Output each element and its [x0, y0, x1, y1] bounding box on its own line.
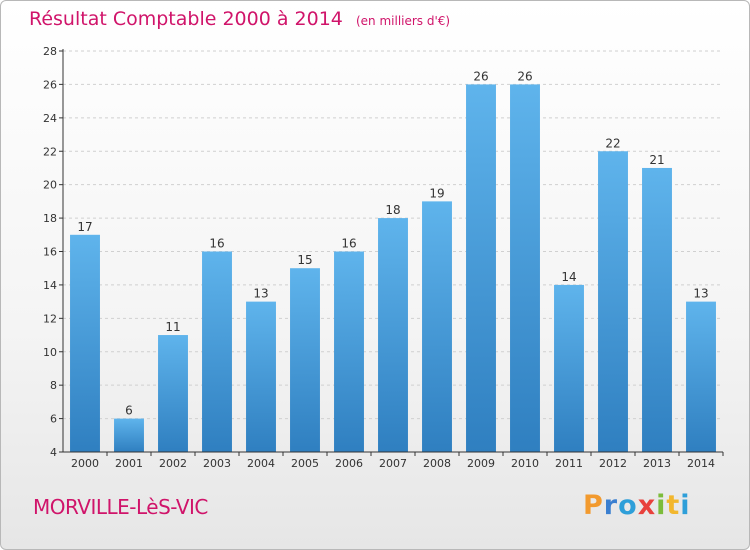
- y-tick-label: 22: [43, 145, 57, 158]
- y-tick-label: 10: [43, 346, 57, 359]
- y-tick-label: 16: [43, 246, 57, 259]
- x-tick-label-2014: 2014: [687, 457, 715, 470]
- x-tick-label-2012: 2012: [599, 457, 627, 470]
- data-label-2003: 16: [209, 237, 224, 251]
- data-label-2008: 19: [429, 186, 444, 200]
- bar-2001: [114, 418, 144, 452]
- brand-letter: i: [680, 490, 691, 521]
- y-tick-label: 6: [50, 413, 57, 426]
- y-tick-label: 4: [50, 446, 57, 459]
- brand-letter: x: [637, 490, 657, 521]
- bar-2012: [598, 151, 628, 452]
- x-tick-label-2002: 2002: [159, 457, 187, 470]
- bar-chart: 4 6 8 10 12 14 16 18 20 22 24 26 28 2000 2001 2002 2003 2…: [43, 45, 724, 470]
- x-tick-label-2003: 2003: [203, 457, 231, 470]
- data-label-2012: 22: [605, 136, 620, 150]
- data-label-2001: 6: [125, 404, 133, 418]
- y-tick-label: 14: [43, 279, 57, 292]
- chart-title-block: Résultat Comptable 2000 à 2014 (en milli…: [29, 8, 450, 30]
- y-tick-label: 12: [43, 312, 57, 325]
- y-tick-label: 18: [43, 212, 57, 225]
- x-tick-label-2001: 2001: [115, 457, 143, 470]
- bar-2007: [378, 218, 408, 452]
- data-label-2013: 21: [649, 153, 664, 167]
- x-tick-label-2011: 2011: [555, 457, 583, 470]
- data-label-2014: 13: [693, 287, 708, 301]
- y-tick-label: 24: [43, 112, 57, 125]
- x-tick-label-2006: 2006: [335, 457, 363, 470]
- data-label-2004: 13: [253, 287, 268, 301]
- bar-2006: [334, 251, 364, 452]
- data-label-2005: 15: [297, 253, 312, 267]
- x-tick-label-2007: 2007: [379, 457, 407, 470]
- y-tick-label: 26: [43, 78, 57, 91]
- data-label-2007: 18: [385, 203, 400, 217]
- x-tick-label-2000: 2000: [71, 457, 99, 470]
- x-tick-label-2005: 2005: [291, 457, 319, 470]
- bar-2004: [246, 301, 276, 452]
- bar-2005: [290, 268, 320, 452]
- data-label-2009: 26: [473, 69, 488, 83]
- bar-2008: [422, 201, 452, 452]
- x-tick-label-2004: 2004: [247, 457, 275, 470]
- data-label-2006: 16: [341, 237, 356, 251]
- brand-letter: t: [666, 490, 681, 521]
- y-tick-label: 28: [43, 45, 57, 58]
- x-tick-label-2010: 2010: [511, 457, 539, 470]
- bar-2000: [70, 234, 100, 452]
- y-tick-label: 8: [50, 379, 57, 392]
- bar-2014: [686, 301, 716, 452]
- chart-subtitle: (en milliers d'€): [355, 14, 451, 28]
- brand-letter: o: [618, 490, 638, 521]
- bar-2009: [466, 84, 496, 453]
- bar-2010: [510, 84, 540, 453]
- bar-2003: [202, 251, 232, 452]
- data-label-2011: 14: [561, 270, 576, 284]
- brand-letter: i: [656, 490, 667, 521]
- data-label-2000: 17: [77, 220, 92, 234]
- proxiti-logo: Proxiti: [583, 490, 691, 521]
- x-tick-label-2013: 2013: [643, 457, 671, 470]
- data-label-2002: 11: [165, 320, 180, 334]
- brand-letter: r: [603, 490, 619, 521]
- y-tick-label: 20: [43, 179, 57, 192]
- bar-2013: [642, 167, 672, 453]
- chart-title: Résultat Comptable 2000 à 2014: [29, 8, 343, 30]
- brand-letter: P: [583, 490, 604, 521]
- x-tick-label-2008: 2008: [423, 457, 451, 470]
- data-label-2010: 26: [517, 69, 532, 83]
- commune-name: MORVILLE-LèS-VIC: [33, 495, 208, 519]
- bar-2011: [554, 284, 584, 452]
- bar-2002: [158, 335, 188, 452]
- x-tick-label-2009: 2009: [467, 457, 495, 470]
